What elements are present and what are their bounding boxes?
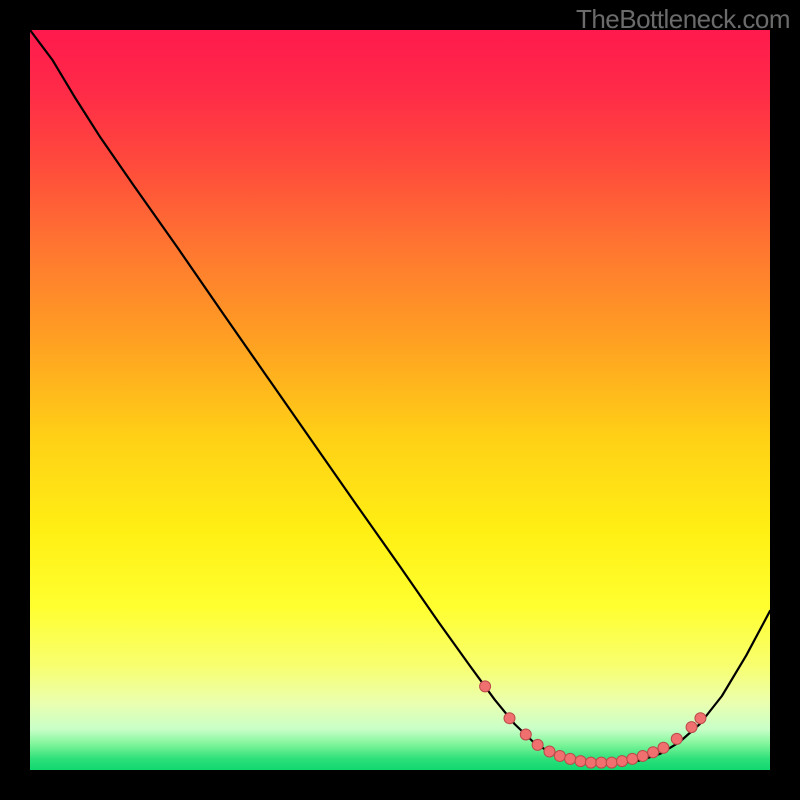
curve-marker	[658, 742, 669, 753]
curve-marker	[686, 722, 697, 733]
curve-marker	[565, 753, 576, 764]
curve-marker	[480, 681, 491, 692]
curve-marker	[520, 729, 531, 740]
curve-marker	[671, 733, 682, 744]
plot-svg	[30, 30, 770, 770]
curve-marker	[554, 750, 565, 761]
curve-marker	[544, 746, 555, 757]
curve-marker	[575, 756, 586, 767]
watermark-text: TheBottleneck.com	[576, 4, 790, 35]
curve-marker	[585, 757, 596, 768]
figure-root: TheBottleneck.com	[0, 0, 800, 800]
curve-marker	[637, 750, 648, 761]
curve-marker	[648, 747, 659, 758]
curve-marker	[504, 713, 515, 724]
curve-marker	[532, 739, 543, 750]
curve-marker	[617, 756, 628, 767]
plot-area	[30, 30, 770, 770]
curve-marker	[596, 757, 607, 768]
curve-marker	[695, 713, 706, 724]
curve-marker	[606, 757, 617, 768]
curve-marker	[627, 753, 638, 764]
gradient-background	[30, 30, 770, 770]
